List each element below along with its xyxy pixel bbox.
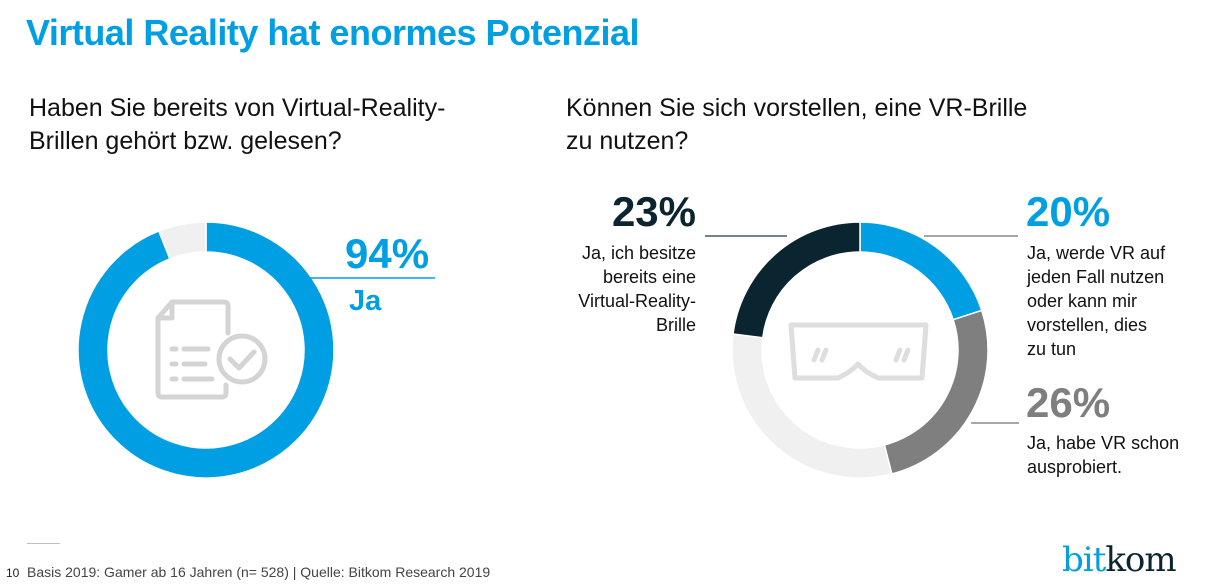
document-checklist-icon	[155, 299, 268, 400]
donut-chart-intention	[731, 221, 989, 479]
logo-part-kom: kom	[1105, 540, 1176, 580]
source-note: Basis 2019: Gamer ab 16 Jahren (n= 528) …	[27, 564, 491, 580]
description-23: Ja, ich besitze bereits eine Virtual-Rea…	[540, 241, 696, 337]
description-line: ausprobiert.	[1027, 457, 1123, 477]
left-question: Haben Sie bereits von Virtual-Reality- B…	[29, 92, 445, 158]
right-question-line: Können Sie sich vorstellen, eine VR-Bril…	[566, 94, 1028, 122]
description-line: zu tun	[1027, 339, 1077, 359]
page-title: Virtual Reality hat enormes Potenzial	[26, 12, 640, 53]
donut-segment-rest	[157, 221, 207, 260]
value-label-20: 20%	[1026, 188, 1111, 235]
page-number: 10	[6, 566, 20, 580]
value-label-26: 26%	[1026, 379, 1111, 426]
description-line: Virtual-Reality-	[578, 291, 696, 311]
description-line: jeden Fall nutzen	[1027, 267, 1165, 287]
description-line: oder kann mir	[1027, 291, 1138, 311]
value-label-23: 23%	[611, 188, 696, 235]
left-question-line: Brillen gehört bzw. gelesen?	[29, 127, 342, 155]
description-20: Ja, werde VR auf jeden Fall nutzen oder …	[1027, 241, 1207, 361]
vr-goggles-icon	[788, 322, 929, 381]
description-26: Ja, habe VR schon ausprobiert.	[1027, 431, 1207, 479]
description-line: Ja, werde VR auf	[1027, 243, 1166, 263]
bitkom-logo: bitkom	[1062, 540, 1177, 580]
donut-chart-awareness	[77, 221, 335, 479]
footer-divider	[27, 543, 60, 544]
donut-segment-ja-habe-vr-schon-ausprobiert	[883, 309, 989, 475]
donut-segment-rest	[731, 333, 893, 479]
right-question-line: zu nutzen?	[566, 127, 689, 155]
donut-segment-ja-ich-besitze-bereits-eine-virtual-real	[732, 221, 861, 339]
category-label-ja: Ja	[349, 285, 382, 317]
value-label-94: 94%	[345, 230, 430, 277]
donut-segment-ja	[77, 221, 335, 479]
left-question-line: Haben Sie bereits von Virtual-Reality-	[29, 94, 446, 122]
right-question: Können Sie sich vorstellen, eine VR-Bril…	[566, 92, 1027, 158]
description-line: Brille	[655, 315, 696, 335]
logo-part-bit: bit	[1062, 540, 1106, 580]
description-line: vorstellen, dies	[1027, 315, 1148, 335]
description-line: Ja, ich besitze	[581, 243, 696, 263]
description-line: bereits eine	[602, 267, 696, 287]
description-line: Ja, habe VR schon	[1027, 433, 1180, 453]
